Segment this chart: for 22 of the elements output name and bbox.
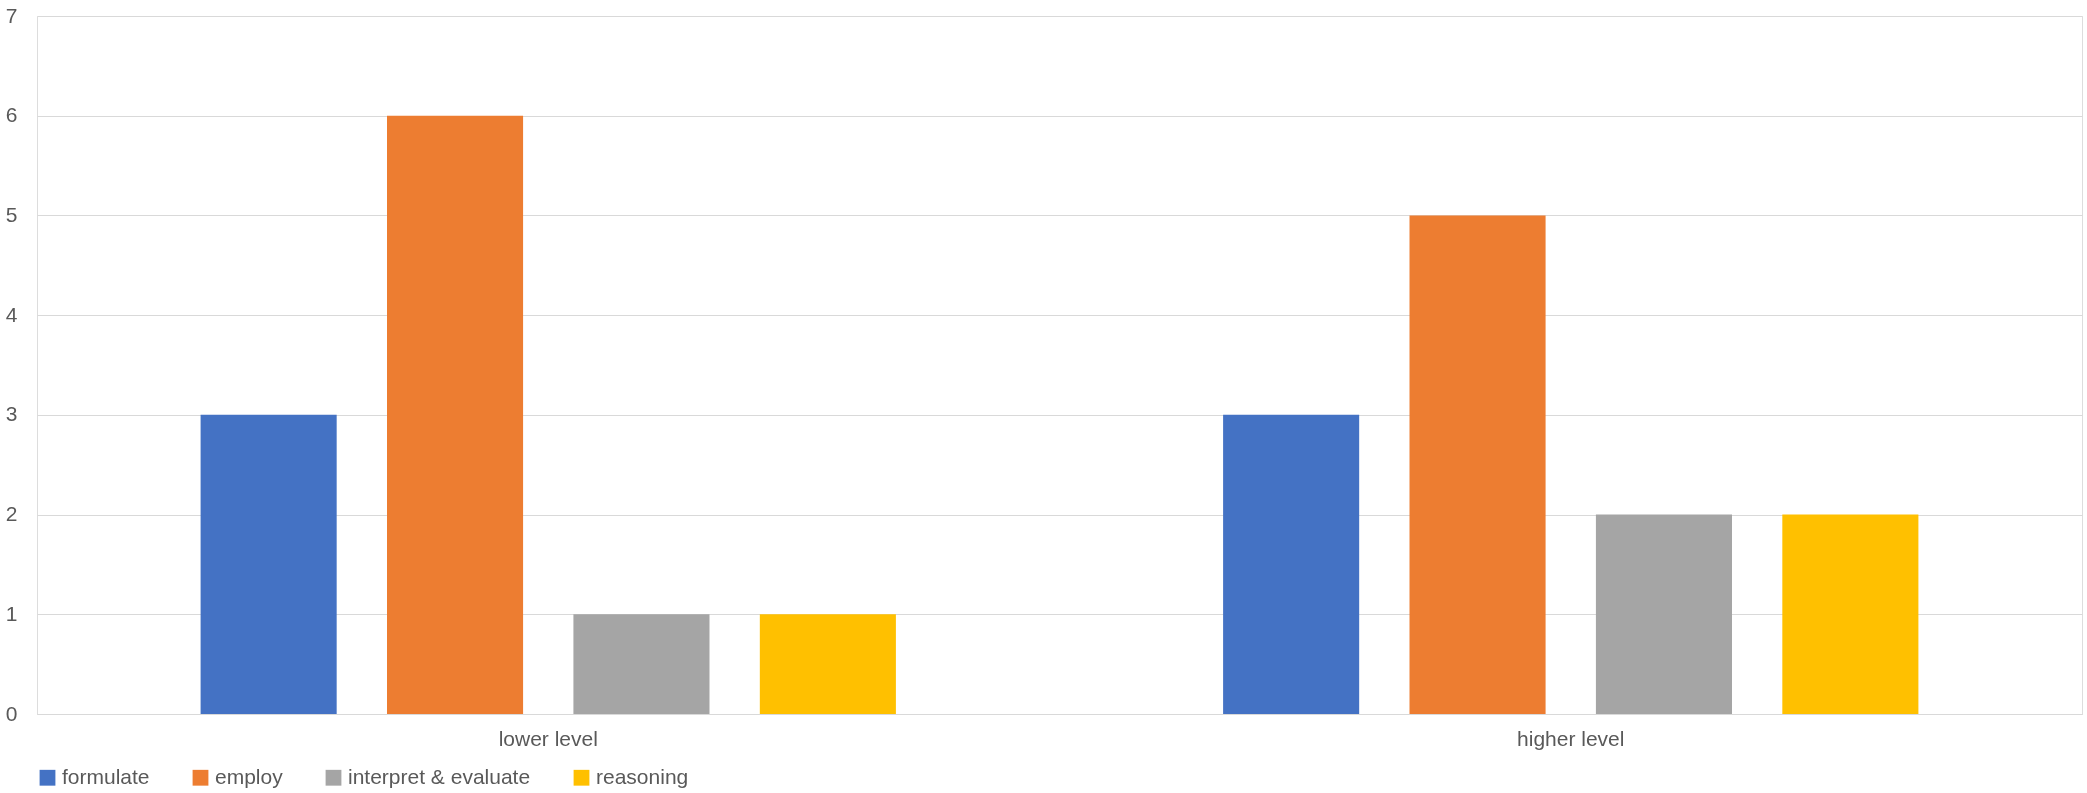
bar [573,614,710,714]
bar [387,115,524,714]
y-tick-label: 5 [5,202,18,226]
legend-label: reasoning [596,764,689,788]
bar [1595,514,1732,714]
legend-label: interpret & evaluate [348,764,531,788]
x-tick-label: lower level [498,726,598,750]
legend-label: employ [215,764,284,788]
bar [759,614,896,714]
y-tick-label: 2 [5,502,18,526]
y-tick-label: 3 [5,402,18,426]
y-tick-label: 1 [5,601,18,625]
x-tick-label: higher level [1517,726,1625,750]
bar [200,414,337,714]
bar [1223,414,1360,714]
bar [1782,514,1919,714]
bar [1409,215,1546,714]
y-tick-label: 6 [5,103,18,127]
y-tick-label: 4 [5,302,18,326]
y-tick-label: 0 [5,701,18,725]
y-tick-label: 7 [5,3,18,27]
legend-label: formulate [62,764,150,788]
